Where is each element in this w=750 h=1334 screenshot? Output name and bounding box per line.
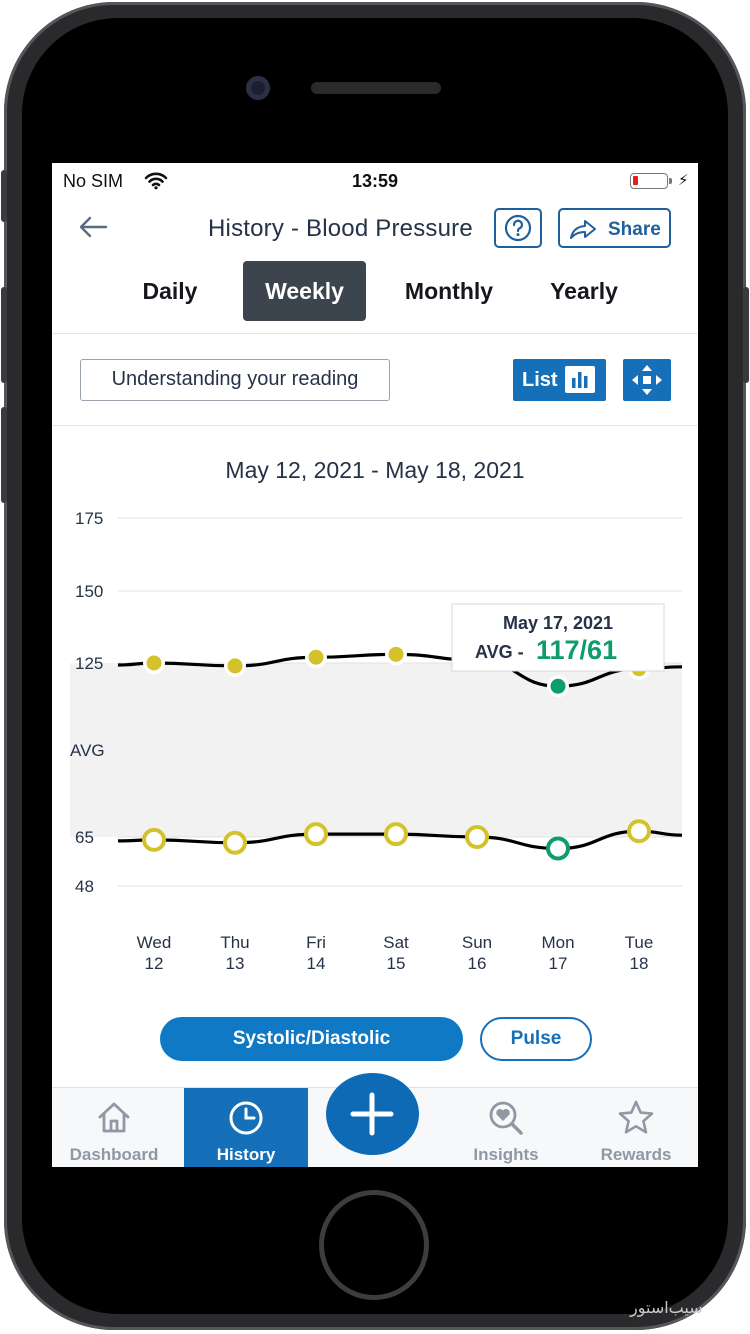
x-tick-day: Sun <box>462 933 492 952</box>
nav-rewards-label: Rewards <box>600 1145 672 1164</box>
battery-icon <box>630 173 668 189</box>
plus-icon <box>350 1092 394 1136</box>
watermark: سیب‌استور <box>630 1298 703 1317</box>
y-tick-label: 48 <box>75 877 94 896</box>
back-arrow-icon[interactable] <box>78 215 108 239</box>
divider <box>52 425 698 426</box>
x-tick-date: 14 <box>307 954 326 973</box>
home-icon <box>98 1102 130 1133</box>
divider <box>52 333 698 334</box>
x-tick-date: 15 <box>387 954 406 973</box>
expand-arrows-icon <box>632 365 662 395</box>
nav-rewards[interactable]: Rewards <box>574 1088 698 1167</box>
list-view-button[interactable]: List <box>513 359 606 401</box>
question-circle-icon <box>504 214 532 242</box>
average-band <box>70 663 682 837</box>
list-label: List <box>522 369 558 391</box>
systolic-point <box>146 655 162 671</box>
systolic-point <box>308 649 324 665</box>
y-tick-label: 65 <box>75 828 94 847</box>
tab-weekly[interactable]: Weekly <box>243 261 366 321</box>
heart-search-icon <box>489 1101 523 1135</box>
x-tick-date: 13 <box>226 954 245 973</box>
y-tick-label: 150 <box>75 582 103 601</box>
understanding-reading-button[interactable]: Understanding your reading <box>80 359 390 401</box>
status-bar: No SIM 13:59 ⚡ <box>52 163 698 197</box>
pulse-toggle[interactable]: Pulse <box>480 1017 592 1061</box>
blood-pressure-chart: 175 150 125 AVG 65 48 Wed 12 Thu 13 Fri 14 Sat 15 Sun 1… <box>70 509 683 973</box>
share-button[interactable]: Share <box>558 208 671 248</box>
tab-yearly[interactable]: Yearly <box>550 278 618 304</box>
diastolic-point <box>546 836 570 861</box>
x-tick-day: Tue <box>625 933 654 952</box>
clock-icon <box>229 1101 263 1135</box>
power-button <box>743 287 749 383</box>
nav-insights[interactable]: Insights <box>444 1088 568 1167</box>
tooltip-date: May 17, 2021 <box>503 613 613 633</box>
x-tick-date: 18 <box>630 954 649 973</box>
x-tick-date: 16 <box>468 954 487 973</box>
diastolic-point <box>142 827 166 852</box>
tab-daily[interactable]: Daily <box>142 278 198 304</box>
period-tabs: Daily Weekly Monthly Yearly <box>52 261 698 321</box>
x-tick-date: 12 <box>145 954 164 973</box>
systolic-point <box>550 678 566 694</box>
systolic-point <box>227 658 243 674</box>
systolic-point <box>388 646 404 662</box>
share-label: Share <box>608 219 661 240</box>
tooltip-box <box>451 603 665 672</box>
nav-insights-label: Insights <box>473 1145 539 1164</box>
clock: 13:59 <box>351 171 399 191</box>
x-tick-day: Wed <box>137 933 172 952</box>
y-tick-label: 125 <box>75 654 103 673</box>
y-tick-label: AVG <box>70 741 105 760</box>
tooltip-label: AVG - <box>475 642 524 662</box>
diastolic-point <box>465 825 489 849</box>
add-reading-button[interactable] <box>326 1073 419 1155</box>
nav-history[interactable]: History <box>184 1088 308 1167</box>
home-button[interactable] <box>319 1190 429 1300</box>
diastolic-point <box>384 822 408 847</box>
nav-dashboard[interactable]: Dashboard <box>52 1088 176 1167</box>
battery-tip <box>669 178 672 184</box>
share-arrow-icon <box>570 220 596 239</box>
reading-tooltip: May 17, 2021 AVG - 117/61 <box>451 603 665 672</box>
systolic-diastolic-toggle[interactable]: Systolic/Diastolic <box>160 1017 463 1061</box>
nav-history-label: History <box>216 1145 276 1164</box>
x-tick-day: Sat <box>383 933 409 952</box>
carrier-label: No SIM <box>63 171 124 191</box>
wifi-icon <box>144 172 168 190</box>
expand-chart-button[interactable] <box>623 359 671 401</box>
x-tick-day: Mon <box>541 933 574 952</box>
help-button[interactable] <box>494 208 542 248</box>
star-icon <box>618 1100 654 1134</box>
app-screen: No SIM 13:59 ⚡ History - Blood Pressure … <box>52 163 698 1167</box>
bar-chart-icon <box>565 366 595 393</box>
volume-up-button <box>1 287 7 383</box>
chart-date-range: May 12, 2021 - May 18, 2021 <box>225 457 525 483</box>
nav-dashboard-label: Dashboard <box>69 1145 159 1164</box>
y-tick-label: 175 <box>75 509 103 528</box>
earpiece-speaker <box>311 82 441 94</box>
tab-monthly[interactable]: Monthly <box>404 278 494 304</box>
volume-down-button <box>1 407 7 503</box>
x-tick-day: Fri <box>306 933 326 952</box>
x-tick-date: 17 <box>549 954 568 973</box>
tooltip-value: 117/61 <box>536 635 617 665</box>
diastolic-point <box>627 819 651 844</box>
diastolic-point <box>223 830 247 855</box>
x-tick-day: Thu <box>220 933 249 952</box>
mute-switch <box>1 170 7 222</box>
diastolic-point <box>304 822 328 847</box>
front-camera <box>246 76 270 100</box>
page-title: History - Blood Pressure <box>208 215 473 242</box>
charging-icon: ⚡ <box>678 172 689 189</box>
